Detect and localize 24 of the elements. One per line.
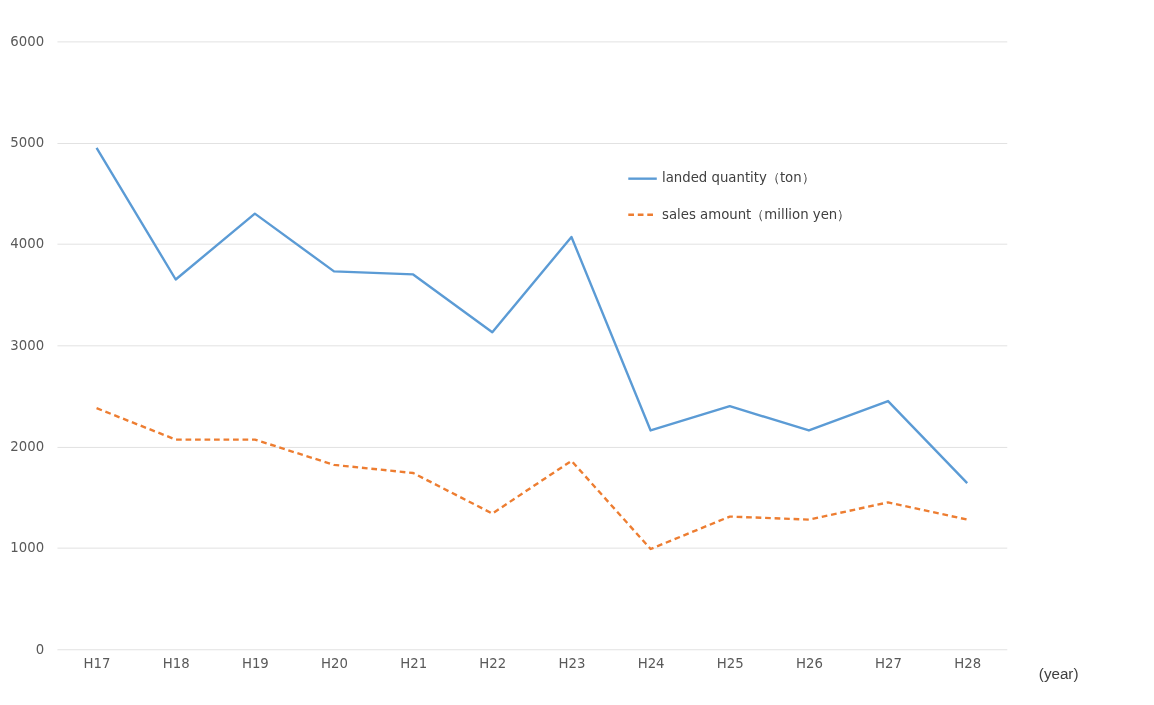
x-tick-label: H25 [716, 655, 744, 671]
x-tick-label: H21 [400, 655, 428, 671]
x-tick-label: H18 [162, 655, 190, 671]
x-tick-label: H26 [795, 655, 823, 671]
legend-label: sales amount（million yen） [662, 206, 851, 222]
y-tick-label: 6000 [10, 33, 45, 49]
y-tick-label: 2000 [10, 438, 45, 454]
x-axis-title: (year) [1038, 665, 1079, 683]
y-tick-label: 4000 [10, 236, 45, 252]
y-tick-label: 1000 [10, 540, 45, 556]
legend-label: landed quantity（ton） [662, 170, 815, 186]
y-tick-label: 5000 [10, 135, 45, 150]
x-tick-label: H19 [241, 655, 269, 671]
line-series [95, 146, 969, 485]
x-tick-label: H20 [321, 655, 348, 671]
x-tick-label: H28 [954, 655, 982, 671]
y-tick-label: 3000 [10, 337, 45, 353]
x-tick-label: H24 [637, 655, 665, 671]
x-tick-label: H22 [479, 655, 507, 671]
line-series [95, 406, 969, 551]
x-tick-label: H17 [83, 655, 111, 671]
y-tick-label: 0 [35, 641, 45, 657]
x-tick-label: H23 [558, 655, 586, 671]
x-tick-label: H27 [875, 655, 902, 671]
